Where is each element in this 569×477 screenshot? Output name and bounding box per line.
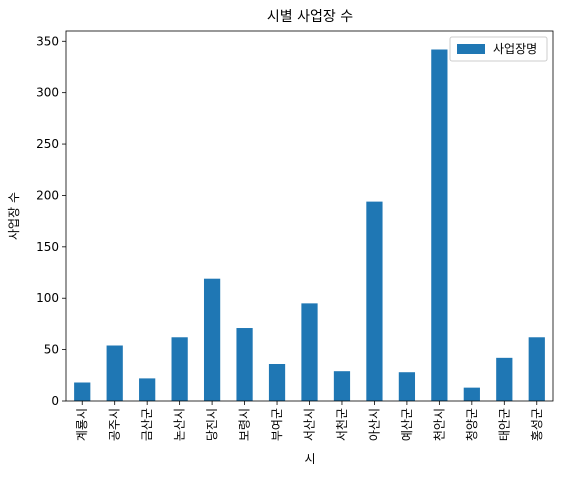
legend-swatch [457, 44, 485, 54]
bars-group [74, 49, 545, 401]
y-tick-label-7: 300 [36, 86, 59, 100]
bar-15 [528, 337, 545, 401]
y-tick-label-5: 200 [36, 188, 59, 202]
x-tick-label-3: 금산군 [140, 408, 154, 441]
y-tick-label-6: 250 [36, 137, 59, 151]
plot-frame [65, 30, 554, 402]
x-axis: 계룡시 공주시 금산군 논산시 당진시 보령시 부여군 서산시 서천군 아산시 예산군 천안시 청양군 태… [75, 401, 544, 441]
x-tick-label-14: 태안군 [497, 408, 511, 441]
bar-3 [139, 378, 156, 401]
y-tick-label-2: 50 [44, 343, 59, 357]
y-tick-label-4: 150 [36, 240, 59, 254]
plot-area: 0 50 100 150 200 250 300 350 계룡시 공주시 금산군 논산시 당진시 보령시… [36, 30, 554, 441]
bar-5 [203, 278, 221, 401]
x-tick-label-4: 논산시 [173, 408, 187, 441]
bar-6 [236, 328, 253, 401]
bar-12 [431, 49, 448, 401]
x-tick-label-11: 예산군 [400, 408, 414, 441]
legend-label: 사업장명 [493, 42, 537, 56]
bar-7 [268, 364, 286, 401]
x-tick-label-5: 당진시 [205, 408, 219, 441]
bar-8 [301, 303, 318, 401]
bar-2 [106, 345, 123, 401]
bar-13 [463, 387, 480, 401]
legend: 사업장명 [449, 36, 548, 62]
x-tick-label-15: 홍성군 [530, 408, 544, 441]
bar-9 [333, 371, 351, 401]
bar-1 [74, 382, 91, 401]
x-tick-label-8: 서산시 [303, 408, 317, 441]
chart-title: 시별 사업장 수 [267, 9, 353, 25]
y-axis: 0 50 100 150 200 250 300 350 [36, 34, 66, 408]
x-tick-label-2: 공주시 [108, 408, 122, 441]
y-tick-label-8: 350 [36, 34, 59, 48]
legend-box [449, 36, 548, 62]
bar-4 [171, 337, 188, 401]
bar-14 [496, 357, 513, 401]
x-tick-label-13: 청양군 [465, 408, 479, 441]
bar-11 [398, 372, 416, 401]
x-tick-label-9: 서천군 [334, 408, 349, 441]
x-tick-label-12: 천안시 [431, 408, 446, 441]
x-tick-label-10: 아산시 [367, 408, 381, 441]
x-tick-label-7: 부여군 [270, 408, 284, 441]
x-tick-label-1: 계룡시 [75, 408, 89, 441]
y-tick-label-1: 0 [51, 394, 59, 408]
bar-10 [366, 201, 383, 401]
y-tick-label-3: 100 [36, 291, 59, 305]
x-tick-label-6: 보령시 [238, 408, 252, 441]
y-axis-title: 사업장 수 [7, 192, 21, 240]
x-axis-title: 시 [304, 452, 315, 466]
